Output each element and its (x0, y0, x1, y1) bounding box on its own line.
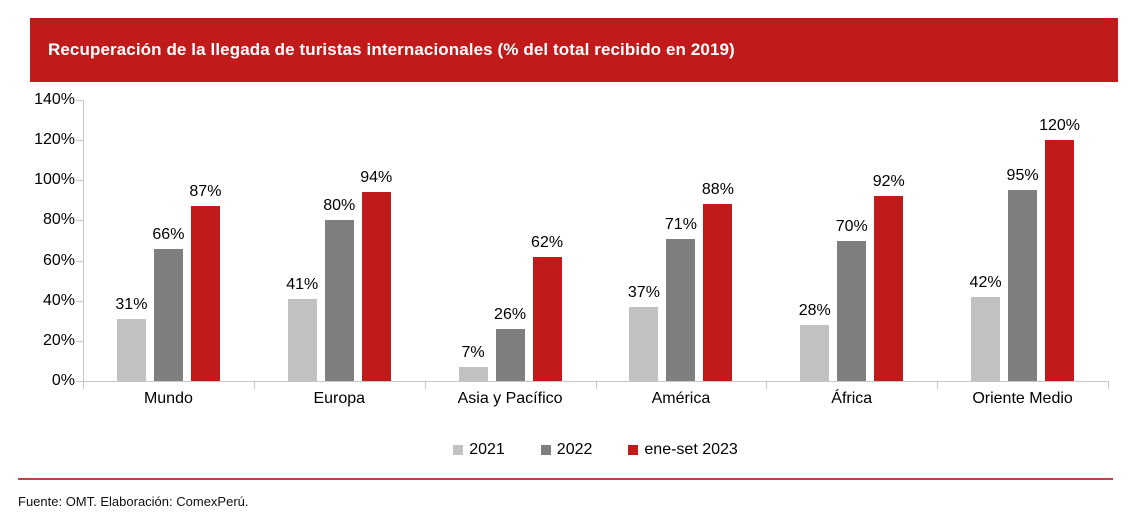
bar-value-label: 71% (664, 215, 697, 233)
bar-ene-set-2023: 88% (702, 181, 734, 381)
bar-value-label: 28% (798, 301, 831, 319)
bar-value-label: 95% (1006, 167, 1039, 185)
x-axis-line (83, 381, 1109, 382)
bar-value-label: 87% (189, 183, 222, 201)
bar-ene-set-2023: 92% (873, 173, 905, 381)
bar-value-label: 94% (360, 169, 393, 187)
x-axis-category-label: Mundo (143, 390, 193, 407)
y-axis-tick-label: 40% (42, 291, 75, 309)
y-axis-tick (76, 381, 83, 382)
bar-value-label: 41% (286, 275, 319, 293)
x-axis-tick (1108, 382, 1109, 389)
x-axis-tick (254, 382, 255, 389)
bar-ene-set-2023: 94% (360, 169, 392, 381)
bar-2022: 26% (494, 306, 526, 381)
y-axis-line (83, 100, 84, 382)
bar-value-label: 42% (969, 273, 1002, 291)
x-axis-tick (937, 382, 938, 389)
legend-item-2022: 2022 (540, 441, 593, 459)
x-axis-tick (83, 382, 84, 389)
bar-2022: 70% (836, 218, 868, 381)
legend-label: ene-set 2023 (644, 441, 738, 458)
y-axis-tick-label: 140% (34, 91, 75, 108)
y-axis-tick (76, 180, 83, 182)
bar-2022: 66% (152, 226, 184, 381)
bar-ene-set-2023: 120% (1039, 117, 1080, 381)
bar-group-2: 41% 80% 94% (254, 100, 425, 381)
bar-2022: 80% (323, 197, 355, 381)
y-axis-tick-label: 100% (34, 171, 75, 189)
chart-title: Recuperación de la llegada de turistas i… (48, 40, 735, 59)
bar-group-6: 42% 95% 120% (937, 100, 1108, 381)
x-axis-tick (425, 382, 426, 389)
bar-value-label: 62% (531, 233, 564, 251)
y-axis-tick (76, 100, 83, 101)
bar-2022: 71% (665, 216, 697, 381)
bar-value-label: 37% (627, 283, 660, 301)
bar-value-label: 70% (835, 217, 868, 235)
bar-2021: 42% (970, 274, 1002, 381)
y-axis-tick (76, 340, 83, 342)
chart-title-banner: Recuperación de la llegada de turistas i… (30, 18, 1118, 82)
x-axis-tick (766, 382, 767, 389)
bar-2021: 37% (628, 284, 660, 381)
bar-group-3: 7% 26% 62% (425, 100, 596, 381)
bar-value-label: 7% (461, 343, 485, 361)
legend-item-ene-set-2023: ene-set 2023 (628, 441, 738, 459)
bar-ene-set-2023: 87% (189, 183, 221, 381)
bar-value-label: 120% (1039, 117, 1081, 135)
bar-ene-set-2023: 62% (531, 234, 563, 381)
x-axis-tick (596, 382, 597, 389)
bar-value-label: 92% (872, 173, 905, 191)
x-axis-category-label: África (831, 390, 873, 407)
bar-group-5: 28% 70% 92% (766, 100, 937, 381)
legend-item-2021: 2021 (453, 441, 505, 459)
bar-2021: 7% (458, 344, 488, 381)
x-axis-category-label: Oriente Medio (972, 390, 1073, 407)
y-axis-tick (76, 260, 83, 262)
x-axis-category-label: América (651, 390, 711, 407)
legend-label: 2021 (469, 441, 505, 458)
legend-label: 2022 (556, 441, 593, 458)
bar-value-label: 88% (701, 181, 734, 199)
legend-swatch-icon (453, 445, 464, 455)
y-axis-tick (76, 220, 83, 222)
bar-value-label: 66% (152, 225, 185, 243)
bar-2021: 31% (115, 296, 147, 381)
y-axis-tick (76, 300, 83, 302)
bar-2021: 41% (286, 276, 318, 381)
bar-group-4: 37% 71% 88% (596, 100, 767, 381)
x-axis-category-label: Europa (313, 390, 366, 407)
legend-swatch-icon (628, 445, 639, 455)
y-axis-tick (76, 140, 83, 142)
y-axis-tick-label: 60% (42, 251, 75, 269)
y-axis-tick-label: 0% (51, 372, 75, 389)
source-note: Fuente: OMT. Elaboración: ComexPerú. (18, 494, 249, 509)
y-axis-tick-label: 20% (42, 331, 75, 349)
legend: 2021 2022 ene-set 2023 (83, 440, 1108, 460)
legend-swatch-icon (540, 445, 551, 455)
bar-value-label: 31% (115, 295, 148, 313)
bar-group-1: 31% 66% 87% (83, 100, 254, 381)
bar-2022: 95% (1007, 167, 1039, 381)
bar-value-label: 80% (323, 197, 356, 215)
x-axis-category-label: Asia y Pacífico (457, 390, 563, 407)
bar-2021: 28% (799, 302, 831, 381)
y-axis-tick-label: 120% (34, 131, 75, 149)
footer-divider (18, 478, 1113, 480)
y-axis-tick-label: 80% (42, 211, 75, 229)
bar-value-label: 26% (494, 305, 527, 323)
